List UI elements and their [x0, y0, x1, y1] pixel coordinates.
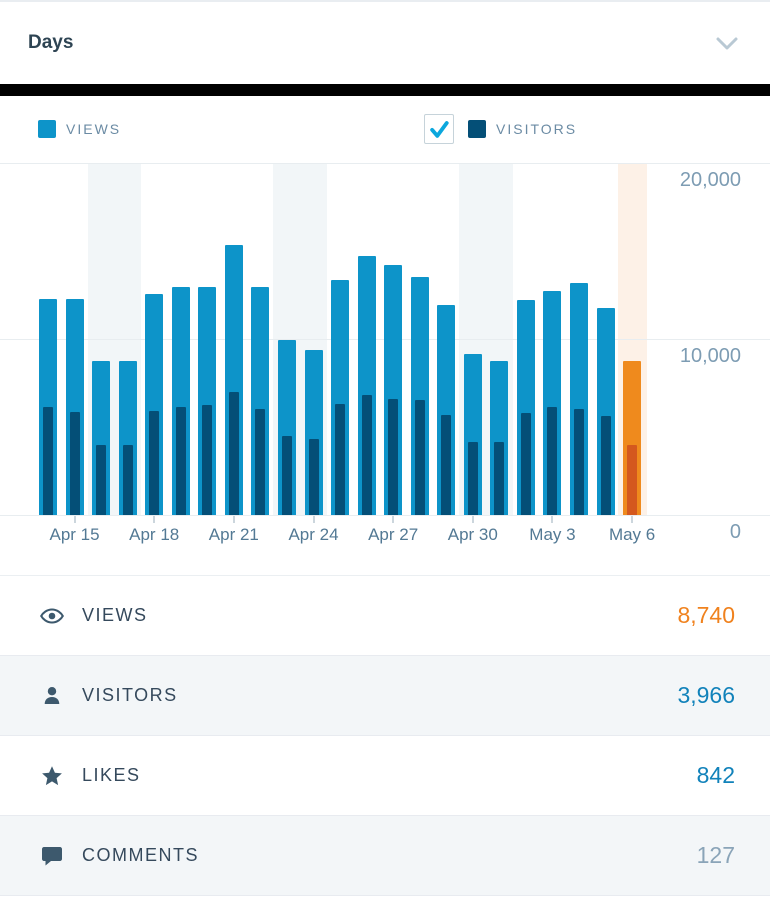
- x-axis-label: Apr 15: [49, 525, 100, 544]
- legend-item-visitors: VISITORS: [424, 96, 577, 161]
- visitors-bar[interactable]: [149, 411, 160, 515]
- x-axis-label: Apr 24: [288, 525, 339, 544]
- summary-label: COMMENTS: [82, 845, 199, 865]
- visitors-bar[interactable]: [388, 398, 399, 515]
- visitors-bar[interactable]: [96, 444, 107, 515]
- x-axis-tick: [631, 516, 634, 523]
- summary-value: 842: [696, 762, 735, 788]
- x-axis-tick: [73, 516, 76, 523]
- visitors-bar[interactable]: [414, 399, 425, 515]
- summary-label: VIEWS: [82, 605, 148, 625]
- summary-value: 8,740: [677, 602, 735, 628]
- visitors-bar[interactable]: [494, 441, 505, 515]
- summary-label: LIKES: [82, 765, 141, 785]
- visitors-checkbox[interactable]: [424, 113, 454, 144]
- visitors-bar[interactable]: [547, 406, 558, 515]
- x-axis-label: May 6: [608, 525, 656, 544]
- person-icon: [44, 686, 60, 704]
- chevron-down-icon[interactable]: [714, 30, 740, 56]
- checkmark-icon: [430, 120, 449, 138]
- summary-row-comments[interactable]: COMMENTS 127: [0, 816, 770, 896]
- gridline: [0, 515, 770, 516]
- visitors-bar[interactable]: [175, 406, 186, 515]
- summary-list: VIEWS 8,740 VISITORS 3,966 LIKES 842 COM…: [0, 575, 770, 896]
- visitors-bar[interactable]: [520, 412, 531, 515]
- x-axis-tick: [392, 516, 395, 523]
- visitors-bar[interactable]: [308, 438, 319, 515]
- visitors-bar[interactable]: [335, 404, 346, 515]
- visitors-bar[interactable]: [43, 406, 53, 515]
- comment-icon: [42, 846, 62, 865]
- visitors-bar[interactable]: [441, 414, 452, 515]
- visitors-bar[interactable]: [467, 441, 478, 515]
- gridline: [0, 163, 770, 164]
- star-icon: [42, 765, 62, 785]
- legend-item-views: VIEWS: [38, 96, 121, 161]
- legend-visitors-label: VISITORS: [496, 120, 578, 137]
- summary-value: 127: [696, 842, 735, 868]
- visitors-bar[interactable]: [281, 435, 292, 515]
- visitors-swatch: [468, 119, 486, 138]
- x-axis-label: Apr 27: [368, 525, 419, 544]
- page-title: Days: [28, 32, 74, 53]
- y-axis-label: 0: [729, 521, 741, 543]
- eye-icon: [40, 607, 64, 624]
- chart-legend: VIEWS VISITORS: [0, 96, 770, 161]
- bar-chart[interactable]: 20,000 10,000 0 Apr 15 Apr 18 Apr 21 Apr 24 Apr…: [0, 161, 770, 575]
- summary-value: 3,966: [677, 682, 735, 708]
- legend-views-label: VIEWS: [66, 120, 122, 137]
- visitors-bar[interactable]: [627, 445, 638, 515]
- x-axis-label: Apr 30: [447, 525, 498, 544]
- summary-row-likes[interactable]: LIKES 842: [0, 736, 770, 816]
- divider-bar: [0, 84, 770, 96]
- visitors-bar[interactable]: [361, 395, 372, 515]
- x-axis-tick: [471, 516, 474, 523]
- x-axis-tick: [232, 516, 235, 523]
- visitors-bar[interactable]: [69, 412, 80, 515]
- visitors-bar[interactable]: [122, 444, 133, 515]
- summary-row-visitors[interactable]: VISITORS 3,966: [0, 656, 770, 736]
- x-axis-label: May 3: [529, 525, 576, 544]
- x-axis-tick: [153, 516, 156, 523]
- visitors-bar[interactable]: [600, 415, 611, 515]
- period-header[interactable]: Days: [0, 2, 770, 84]
- visitors-bar[interactable]: [574, 409, 584, 515]
- views-swatch: [38, 119, 56, 138]
- x-axis-tick: [551, 516, 554, 523]
- visitors-bar[interactable]: [255, 409, 266, 515]
- summary-row-views[interactable]: VIEWS 8,740: [0, 576, 770, 656]
- visitors-bar[interactable]: [202, 405, 213, 515]
- summary-label: VISITORS: [82, 685, 178, 705]
- y-axis-label: 20,000: [679, 169, 741, 191]
- y-axis-label: 10,000: [679, 345, 741, 367]
- visitors-bar[interactable]: [228, 391, 239, 515]
- x-axis-tick: [312, 516, 315, 523]
- x-axis-label: Apr 18: [129, 525, 180, 544]
- x-axis-label: Apr 21: [208, 525, 259, 544]
